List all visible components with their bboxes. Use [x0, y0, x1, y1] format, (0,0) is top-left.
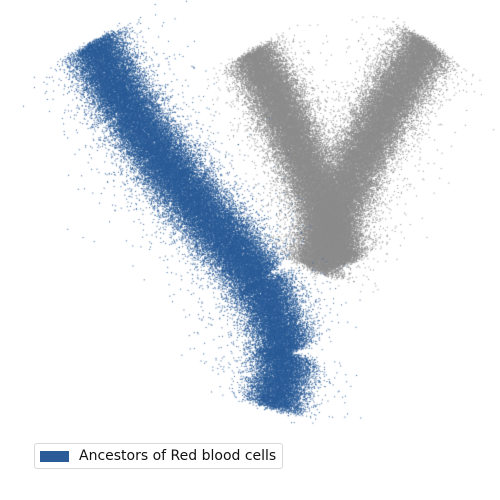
legend: Ancestors of Red blood cells	[34, 443, 284, 469]
legend-label: Ancestors of Red blood cells	[79, 448, 277, 464]
legend-swatch	[40, 450, 69, 462]
